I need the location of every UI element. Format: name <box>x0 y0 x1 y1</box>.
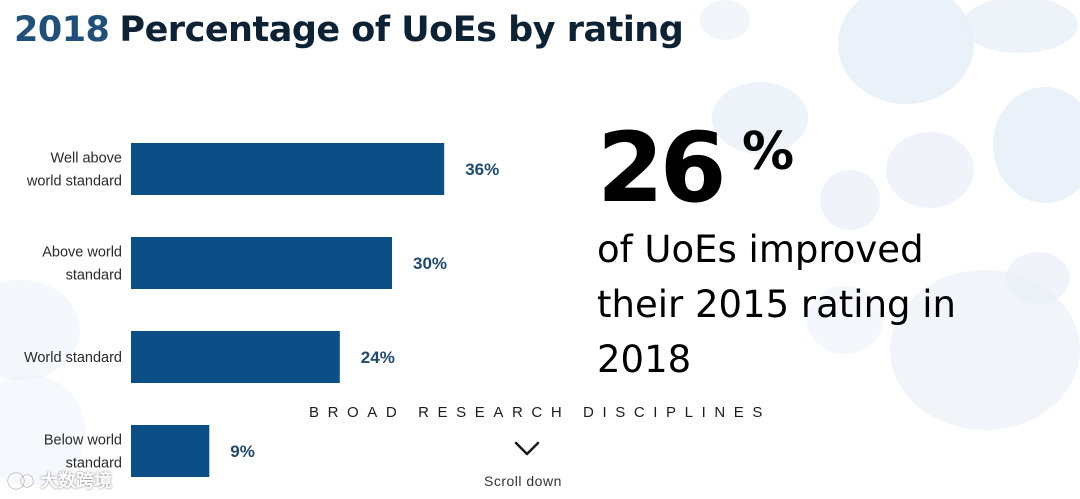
category-label-3-0: Below world <box>44 433 122 449</box>
title-year: 2018 <box>14 10 110 50</box>
watermark-logo-icon <box>7 472 34 490</box>
highlight-description: of UoEs improved their 2015 rating in 20… <box>597 222 956 387</box>
bar-value-label-1: 30% <box>413 254 447 273</box>
bar-3 <box>131 425 210 477</box>
bar-value-label-3: 9% <box>230 442 255 461</box>
bar-value-label-0: 36% <box>465 160 499 179</box>
page-title: 2018 Percentage of UoEs by rating <box>14 4 684 56</box>
category-label-3-1: standard <box>66 456 122 472</box>
highlight-line-1: of UoEs improved <box>597 228 924 271</box>
highlight-line-2: their 2015 rating in <box>597 283 956 326</box>
highlight-number: 26 <box>597 112 727 224</box>
bar-chart: 36% Well above world standard 30% Above worl… <box>24 143 499 477</box>
highlight-stat: 26 % <box>597 118 794 218</box>
category-label-0-1: world standard <box>26 174 122 190</box>
bar-value-label-2: 24% <box>361 348 395 367</box>
watermark-text: 大数跨境 <box>40 471 112 492</box>
category-label-0-0: Well above <box>51 151 122 167</box>
highlight-line-3: 2018 <box>597 338 692 381</box>
title-text: Percentage of UoEs by rating <box>119 10 684 50</box>
watermark: 大数跨境 <box>6 465 146 495</box>
bar-1 <box>131 237 392 289</box>
section-link-broad-research[interactable]: BROAD RESEARCH DISCIPLINES <box>309 404 771 421</box>
category-label-2-0: World standard <box>24 350 122 366</box>
category-label-1-0: Above world <box>42 245 122 261</box>
bar-0 <box>131 143 445 195</box>
category-label-1-1: standard <box>66 268 122 284</box>
chevron-down-icon[interactable] <box>513 440 541 458</box>
highlight-unit: % <box>742 122 795 182</box>
scroll-down-label[interactable]: Scroll down <box>484 473 562 489</box>
bar-2 <box>131 331 340 383</box>
